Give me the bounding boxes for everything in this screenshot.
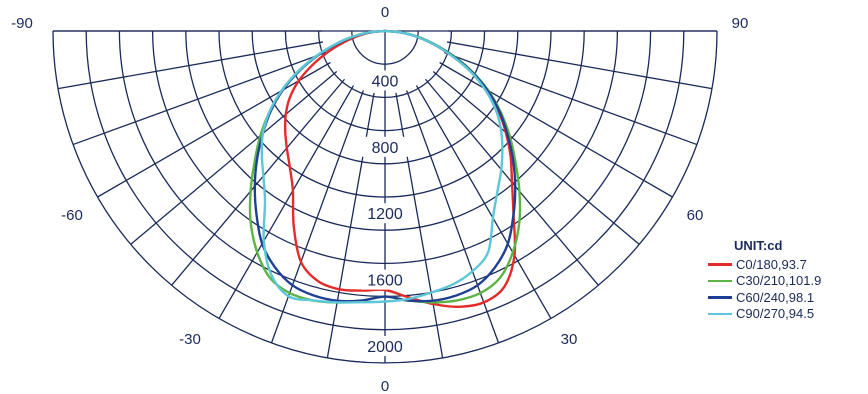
curve-c90 — [260, 29, 504, 304]
angle-tick-neg30: -30 — [179, 331, 201, 348]
radial-tick-labels: 400 800 1200 1600 2000 — [361, 70, 409, 356]
grid-spoke — [72, 51, 327, 146]
angle-tick-0: 0 — [381, 378, 389, 394]
radial-tick-bg — [361, 269, 409, 290]
legend-label-c90: C90/270,94.5 — [736, 306, 815, 322]
angle-tick-30: 30 — [561, 331, 578, 348]
legend-item-c30: C30/210,101.9 — [708, 273, 821, 290]
radial-tick-label: 1600 — [367, 273, 403, 290]
radial-tick-bg — [361, 136, 409, 157]
legend-swatch-c90 — [708, 312, 732, 315]
grid-spoke — [405, 89, 500, 344]
grid-spoke — [218, 85, 355, 319]
radial-tick-label: 1200 — [367, 206, 403, 223]
grid-spoke — [432, 70, 640, 245]
legend-swatch-c0 — [708, 263, 732, 266]
radial-tick-bg — [361, 203, 409, 224]
angle-tick-neg60: -60 — [61, 207, 83, 224]
legend-item-c0: C0/180,93.7 — [708, 256, 821, 273]
angle-tick-neg90: -90 — [11, 15, 33, 32]
angle-tick-90: 90 — [732, 15, 749, 32]
legend-swatch-c60 — [708, 296, 732, 299]
legend-label-c30: C30/210,101.9 — [736, 273, 822, 289]
grid-spoke — [57, 41, 324, 90]
grid-spoke — [415, 85, 552, 319]
top-angle-label: 0 — [381, 4, 389, 21]
legend-swatch-c30 — [708, 279, 732, 282]
legend-label-c60: C60/240,98.1 — [736, 289, 815, 305]
grid-spoke — [97, 61, 331, 198]
grid-spoke — [326, 92, 375, 359]
radial-tick-label: 2000 — [367, 339, 403, 356]
grid-spoke — [270, 89, 365, 344]
legend-label-c0: C0/180,93.7 — [736, 256, 807, 272]
intensity-curves — [248, 29, 522, 309]
radial-tick-bg — [361, 70, 409, 91]
legend-item-c90: C90/270,94.5 — [708, 306, 821, 323]
radial-tick-label: 400 — [372, 73, 399, 90]
legend-item-c60: C60/240,98.1 — [708, 289, 821, 306]
radial-tick-bg — [361, 336, 409, 356]
grid-spoke — [443, 51, 698, 146]
axis-labels: -90 -60 -30 0 30 60 90 0 — [11, 4, 748, 394]
angle-tick-60: 60 — [687, 207, 704, 224]
grid-spoke — [439, 61, 673, 198]
grid-spoke — [446, 41, 713, 90]
grid-spoke — [130, 70, 338, 245]
grid-spoke — [395, 92, 444, 359]
grid-spoke — [171, 78, 346, 286]
legend: UNIT:cd C0/180,93.7 C30/210,101.9 C60/24… — [708, 238, 821, 322]
legend-unit-label: UNIT:cd — [734, 238, 783, 253]
radial-tick-label: 800 — [372, 140, 399, 157]
